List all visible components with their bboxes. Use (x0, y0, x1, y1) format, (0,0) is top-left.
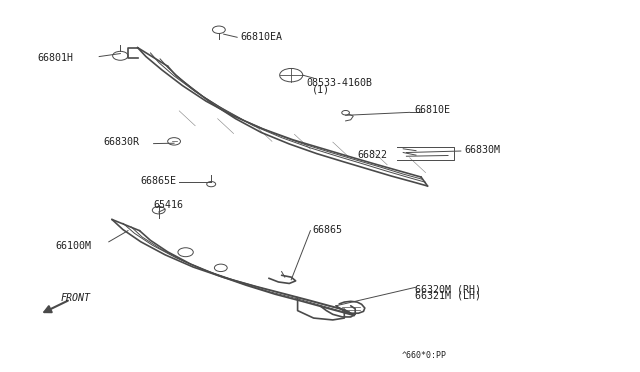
Text: 66822: 66822 (357, 150, 387, 160)
Text: 66830M: 66830M (465, 145, 500, 155)
Text: 08533-4160B: 08533-4160B (306, 78, 372, 87)
Text: 66865E: 66865E (141, 176, 177, 186)
Text: 66865: 66865 (312, 225, 342, 235)
Text: 66100M: 66100M (55, 241, 91, 251)
Text: 66801H: 66801H (37, 53, 73, 62)
Text: (1): (1) (312, 84, 330, 94)
Text: 66830R: 66830R (104, 137, 140, 147)
Text: 66320M (RH): 66320M (RH) (415, 285, 481, 294)
Text: 66321M (LH): 66321M (LH) (415, 291, 481, 301)
Text: FRONT: FRONT (61, 294, 91, 303)
Text: ^660*0:PP: ^660*0:PP (402, 351, 447, 360)
Text: 65416: 65416 (154, 201, 184, 210)
Text: 66810EA: 66810EA (240, 32, 282, 42)
Text: 66810E: 66810E (415, 106, 451, 115)
